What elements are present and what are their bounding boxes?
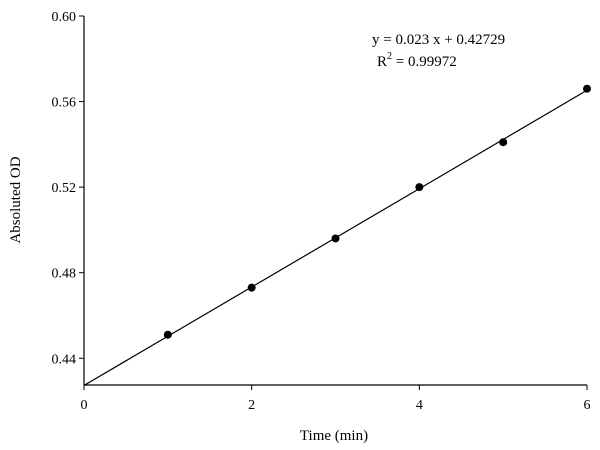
data-points	[163, 84, 591, 339]
x-tick-label: 2	[248, 398, 255, 413]
r2-prefix: R	[377, 54, 387, 70]
y-axis: 0.44 0.48 0.52 0.56 0.60	[52, 10, 84, 367]
y-axis-label: Absoluted OD	[8, 156, 24, 243]
regression-equation: y = 0.023 x + 0.42729	[372, 32, 505, 48]
data-point	[247, 283, 256, 292]
x-tick-label: 0	[81, 398, 88, 413]
data-point	[331, 234, 340, 243]
r2-value: = 0.99972	[392, 54, 457, 70]
data-point	[499, 138, 508, 147]
y-tick-label: 0.48	[52, 267, 77, 282]
y-tick-label: 0.60	[52, 10, 77, 25]
y-tick-label: 0.56	[52, 96, 77, 111]
y-tick-label: 0.52	[52, 181, 77, 196]
r-squared-annotation: R2 = 0.99972	[377, 51, 457, 70]
data-point	[163, 330, 172, 339]
r2-superscript: 2	[387, 51, 392, 62]
x-axis-label: Time (min)	[300, 428, 368, 444]
y-tick-label: 0.44	[52, 352, 77, 367]
data-point	[583, 84, 591, 93]
data-point	[415, 183, 424, 192]
plot-frame	[83, 16, 587, 386]
x-axis: 0 2 4 6	[81, 385, 591, 413]
x-tick-label: 4	[416, 398, 423, 413]
x-tick-label: 6	[584, 398, 591, 413]
